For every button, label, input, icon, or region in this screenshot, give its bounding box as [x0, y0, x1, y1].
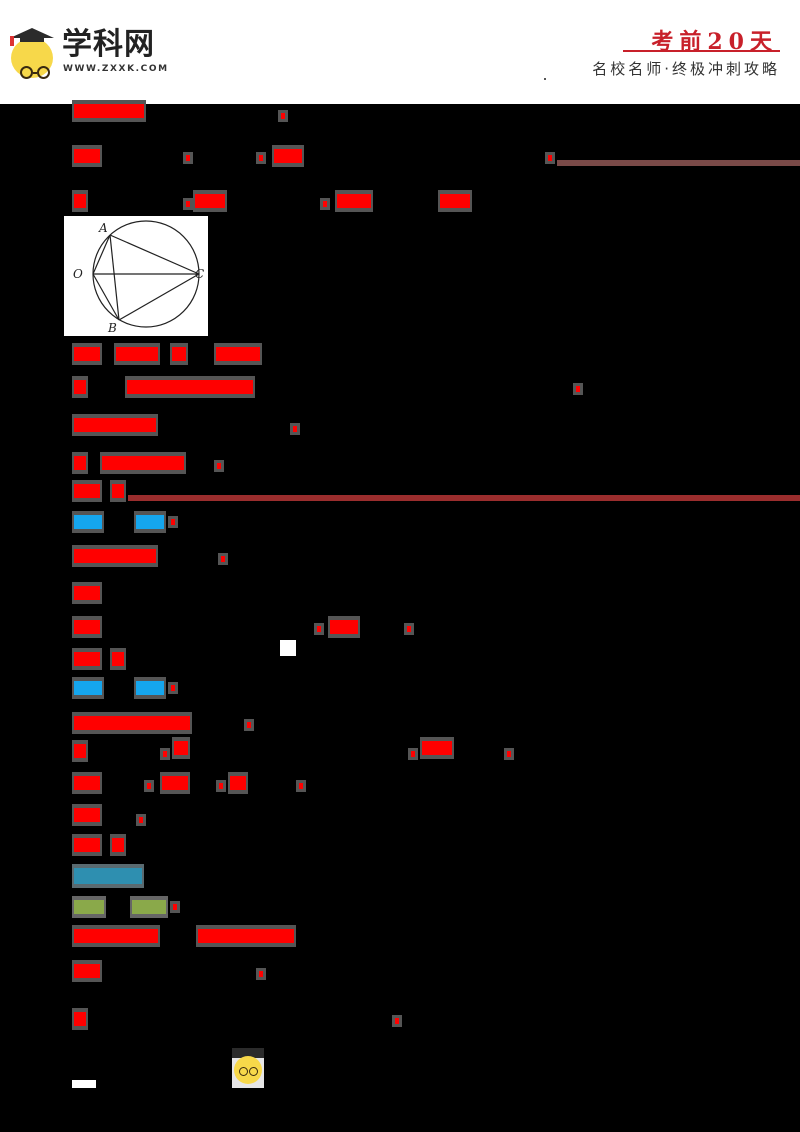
obscured-text-chip: [72, 804, 102, 826]
logo-url: WWW.ZXXK.COM: [63, 64, 169, 74]
obscured-mark: [256, 152, 266, 164]
zxxk-logo[interactable]: 学科网 WWW.ZXXK.COM: [8, 24, 167, 80]
obscured-text-chip: [214, 343, 262, 365]
promo-subtitle: 名校名师·终极冲刺攻略: [592, 60, 780, 78]
obscured-text-chip: [72, 740, 88, 762]
obscured-text-chip: [72, 145, 102, 167]
obscured-mark: [136, 814, 146, 826]
obscured-text-chip: [172, 737, 190, 759]
obscured-text-chip: [72, 616, 102, 638]
obscured-text-chip: [193, 190, 227, 212]
topic-chip: [72, 677, 104, 699]
mascot-cap-icon: [232, 1048, 264, 1058]
obscured-text-chip: [72, 925, 160, 947]
obscured-text-chip: [114, 343, 160, 365]
answer-chip: [72, 648, 102, 670]
white-bar: [72, 1080, 96, 1088]
topic-chip: [134, 511, 166, 533]
obscured-mark: [504, 748, 514, 760]
obscured-mark: [170, 901, 180, 913]
obscured-text-chip: [72, 100, 146, 122]
obscured-text-chip: [72, 190, 88, 212]
mascot-glass-right-icon: [249, 1067, 258, 1076]
obscured-text-chip: [72, 1008, 88, 1030]
tassel-icon: [10, 36, 14, 46]
white-square: [280, 640, 296, 656]
mascot-glass-left-icon: [239, 1067, 248, 1076]
obscured-mark: [404, 623, 414, 635]
obscured-text-chip: [72, 414, 158, 436]
obscured-text-chip: [72, 582, 102, 604]
glasses-bridge-icon: [33, 72, 37, 74]
obscured-mark: [296, 780, 306, 792]
obscured-text-chip: [196, 925, 296, 947]
obscured-text-chip: [72, 452, 88, 474]
label-a: A: [98, 221, 108, 235]
obscured-mark: [408, 748, 418, 760]
obscured-mark: [314, 623, 324, 635]
obscured-text-chip: [72, 376, 88, 398]
horizontal-rule: [557, 160, 800, 166]
topic-chip: [72, 896, 106, 918]
answer-chip: [72, 834, 102, 856]
obscured-text-chip: [328, 616, 360, 638]
answer-chip: [72, 480, 102, 502]
glasses-left-icon: [20, 66, 33, 79]
obscured-mark: [320, 198, 330, 210]
answer-letter-chip: [110, 834, 126, 856]
obscured-text-chip: [272, 145, 304, 167]
obscured-mark: [573, 383, 583, 395]
promo-underline: [623, 50, 780, 52]
obscured-mark: [392, 1015, 402, 1027]
graduation-cap-icon: [10, 28, 54, 38]
page-header: 学科网 WWW.ZXXK.COM 考前20天 名校名师·终极冲刺攻略: [0, 0, 800, 104]
answer-letter-chip: [110, 480, 126, 502]
mascot-face-icon: [11, 38, 53, 79]
graduation-cap-base-icon: [20, 36, 44, 42]
obscured-mark: [244, 719, 254, 731]
obscured-mark: [168, 516, 178, 528]
label-c: C: [195, 267, 204, 281]
obscured-mark: [144, 780, 154, 792]
topic-chip: [134, 677, 166, 699]
obscured-text-chip: [72, 960, 102, 982]
obscured-mark: [545, 152, 555, 164]
topic-chip: [72, 511, 104, 533]
mascot-icon: [232, 1048, 264, 1088]
obscured-text-chip: [170, 343, 188, 365]
obscured-mark: [218, 553, 228, 565]
obscured-text-chip: [100, 452, 186, 474]
obscured-mark: [160, 748, 170, 760]
label-b: B: [107, 321, 117, 335]
obscured-mark: [168, 682, 178, 694]
obscured-text-chip: [335, 190, 373, 212]
obscured-text-chip: [438, 190, 472, 212]
obscured-text-chip: [72, 712, 192, 734]
obscured-mark: [278, 110, 288, 122]
obscured-mark: [290, 423, 300, 435]
obscured-text-chip: [160, 772, 190, 794]
circle-geometry-figure: A O B C: [64, 216, 208, 336]
section-heading-chip: [72, 864, 144, 888]
horizontal-rule: [128, 495, 800, 501]
obscured-text-chip: [72, 545, 158, 567]
obscured-mark: [183, 152, 193, 164]
obscured-mark: [256, 968, 266, 980]
obscured-mark: [214, 460, 224, 472]
obscured-text-chip: [228, 772, 248, 794]
obscured-text-chip: [72, 772, 102, 794]
answer-letter-chip: [110, 648, 126, 670]
topic-chip: [130, 896, 168, 918]
obscured-mark: [183, 198, 193, 210]
obscured-mark: [216, 780, 226, 792]
obscured-text-chip: [420, 737, 454, 759]
logo-title: 学科网: [62, 27, 155, 62]
stray-dot: [544, 78, 546, 80]
label-o: O: [73, 267, 83, 281]
obscured-text-chip: [72, 343, 102, 365]
circle-diagram: A O B C: [73, 220, 204, 335]
glasses-right-icon: [37, 66, 50, 79]
obscured-text-chip: [125, 376, 255, 398]
